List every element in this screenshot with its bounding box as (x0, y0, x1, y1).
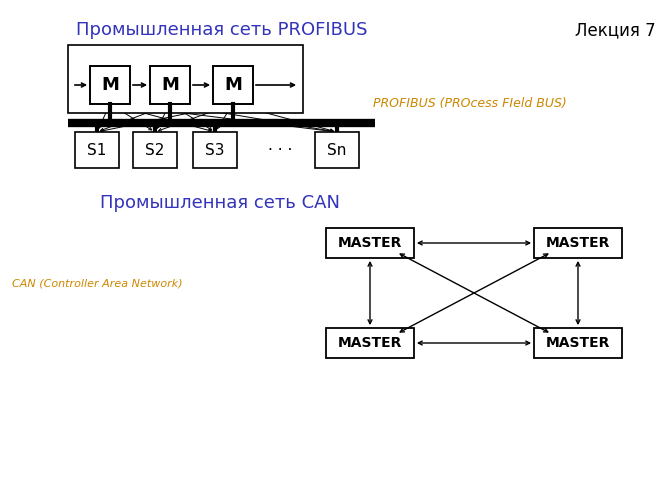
Text: MASTER: MASTER (338, 236, 402, 250)
FancyBboxPatch shape (75, 132, 119, 168)
Text: Промышленная сеть CAN: Промышленная сеть CAN (100, 194, 340, 212)
Text: M: M (161, 76, 179, 94)
FancyBboxPatch shape (326, 228, 414, 258)
Text: S1: S1 (87, 142, 107, 157)
FancyBboxPatch shape (193, 132, 237, 168)
Text: S3: S3 (205, 142, 224, 157)
Text: PROFIBUS (PROcess FIeld BUS): PROFIBUS (PROcess FIeld BUS) (373, 97, 567, 110)
FancyBboxPatch shape (150, 66, 190, 104)
FancyBboxPatch shape (315, 132, 359, 168)
FancyBboxPatch shape (133, 132, 177, 168)
Text: S2: S2 (145, 142, 165, 157)
Text: MASTER: MASTER (338, 336, 402, 350)
Text: M: M (101, 76, 119, 94)
Text: M: M (224, 76, 242, 94)
FancyBboxPatch shape (68, 45, 303, 113)
FancyBboxPatch shape (534, 328, 622, 358)
Text: CAN (Controller Area Network): CAN (Controller Area Network) (12, 278, 183, 288)
FancyBboxPatch shape (534, 228, 622, 258)
Text: · · ·: · · · (268, 142, 292, 157)
Text: MASTER: MASTER (546, 336, 610, 350)
FancyBboxPatch shape (213, 66, 253, 104)
Text: Лекция 7: Лекция 7 (574, 21, 655, 39)
FancyBboxPatch shape (90, 66, 130, 104)
Text: MASTER: MASTER (546, 236, 610, 250)
Text: Sn: Sn (327, 142, 347, 157)
Text: Промышленная сеть PROFIBUS: Промышленная сеть PROFIBUS (76, 21, 368, 39)
FancyBboxPatch shape (326, 328, 414, 358)
